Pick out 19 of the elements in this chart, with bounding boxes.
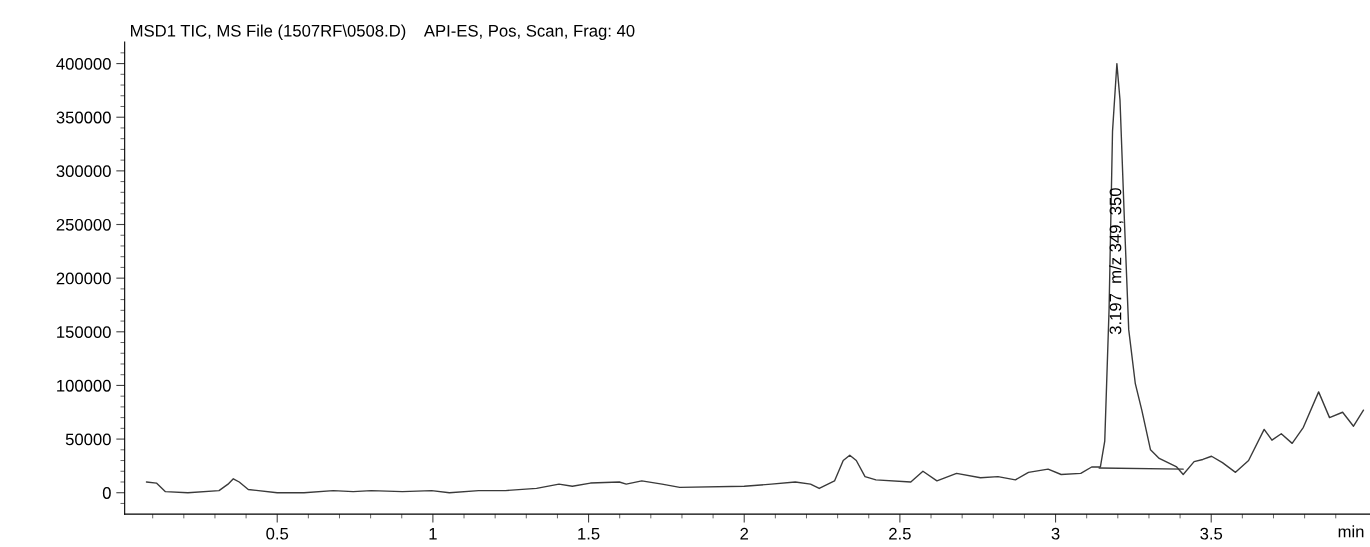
y-tick-label: 350000 bbox=[56, 111, 111, 124]
x-tick-label: 1 bbox=[429, 527, 437, 540]
x-tick-label: 3.5 bbox=[1200, 527, 1223, 540]
x-tick-label: 2.5 bbox=[889, 527, 911, 540]
y-tick-label: 0 bbox=[102, 487, 111, 499]
annotation: 3.197 m/z 349, 350 bbox=[1109, 188, 1124, 335]
x-axis-title: min bbox=[1338, 525, 1364, 538]
x-tick-label: 1.5 bbox=[578, 527, 600, 540]
x-tick-label: 3 bbox=[1051, 527, 1060, 540]
y-tick-label: 150000 bbox=[57, 326, 111, 338]
x-tick-label: 2 bbox=[740, 527, 749, 540]
y-tick-label: 50000 bbox=[65, 433, 111, 446]
x-tick-label: 0.5 bbox=[266, 527, 289, 540]
y-tick-label: 300000 bbox=[56, 165, 111, 178]
chart-title: MSD1 TIC, MS File (1507RF\0508.D) API-ES, Pos, Scan, Frag: 40 bbox=[131, 24, 635, 41]
y-tick-label: 400000 bbox=[56, 57, 111, 70]
y-tick-label: 100000 bbox=[57, 379, 111, 392]
y-tick-label: 250000 bbox=[56, 218, 111, 231]
y-tick-label: 200000 bbox=[56, 272, 111, 285]
